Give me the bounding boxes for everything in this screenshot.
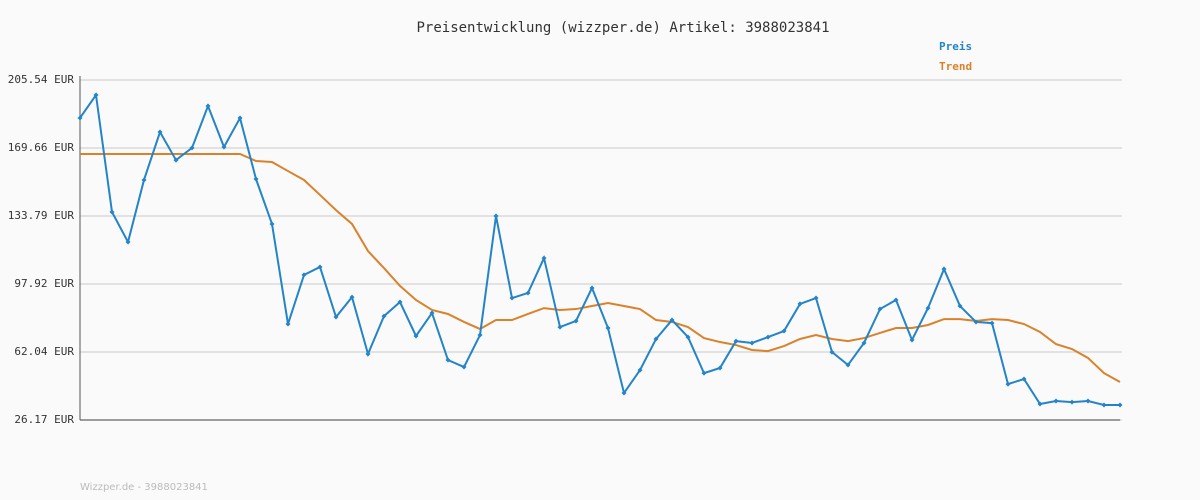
point-marker [797, 301, 803, 307]
point-marker [1101, 402, 1107, 408]
point-marker [733, 338, 739, 344]
point-marker [237, 115, 243, 121]
point-marker [781, 328, 787, 334]
point-marker [669, 317, 675, 323]
point-marker [605, 325, 611, 331]
point-marker [349, 294, 355, 300]
point-marker [589, 285, 595, 291]
point-marker [381, 313, 387, 319]
point-marker [141, 177, 147, 183]
point-marker [829, 349, 835, 355]
point-marker [461, 364, 467, 370]
series-line [79, 92, 1120, 406]
point-marker [1069, 399, 1075, 405]
point-marker [413, 333, 419, 339]
point-marker [77, 115, 83, 121]
point-marker [285, 321, 291, 327]
footer: Wizzper.de - 3988023841 [80, 482, 208, 493]
point-marker [685, 334, 691, 340]
point-marker [861, 340, 867, 346]
legend-label: Preis [939, 40, 972, 53]
point-marker [525, 290, 531, 296]
point-marker [397, 299, 403, 305]
series-line [80, 153, 1121, 383]
point-marker [1117, 402, 1123, 408]
point-marker [973, 319, 979, 325]
point-marker [1021, 376, 1027, 382]
point-marker [541, 255, 547, 261]
point-marker [1053, 398, 1059, 404]
point-marker [109, 209, 115, 215]
point-marker [509, 295, 515, 301]
point-marker [957, 303, 963, 309]
y-tick-label: 205.54 EUR [8, 73, 75, 86]
point-marker [365, 351, 371, 357]
point-marker [845, 362, 851, 368]
point-marker [813, 295, 819, 301]
point-marker [909, 337, 915, 343]
point-marker [1037, 401, 1043, 407]
point-marker [269, 221, 275, 227]
y-tick-label: 26.17 EUR [14, 413, 74, 426]
point-marker [637, 367, 643, 373]
point-marker [333, 314, 339, 320]
point-marker [941, 266, 947, 272]
point-marker [989, 320, 995, 326]
point-marker [301, 272, 307, 278]
y-tick-label: 62.04 EUR [14, 345, 74, 358]
point-marker [749, 340, 755, 346]
point-marker [877, 306, 883, 312]
point-marker [1005, 381, 1011, 387]
point-marker [221, 144, 227, 150]
point-marker [317, 264, 323, 270]
point-marker [925, 305, 931, 311]
point-marker [893, 297, 899, 303]
point-marker [493, 213, 499, 219]
point-marker [429, 310, 435, 316]
y-tick-label: 169.66 EUR [8, 141, 75, 154]
point-marker [205, 103, 211, 109]
point-marker [445, 357, 451, 363]
point-marker [157, 129, 163, 135]
point-marker [1085, 398, 1091, 404]
point-marker [173, 157, 179, 163]
point-marker [189, 145, 195, 151]
point-marker [765, 334, 771, 340]
point-marker [621, 390, 627, 396]
y-tick-label: 97.92 EUR [14, 277, 74, 290]
point-marker [573, 318, 579, 324]
y-tick-label: 133.79 EUR [8, 209, 75, 222]
point-marker [653, 336, 659, 342]
point-marker [701, 370, 707, 376]
point-marker [717, 365, 723, 371]
point-marker [253, 176, 259, 182]
chart-title: Preisentwicklung (wizzper.de) Artikel: 3… [416, 20, 829, 36]
legend-label: Trend [939, 60, 972, 73]
point-marker [557, 324, 563, 330]
point-marker [93, 92, 99, 98]
point-marker [125, 239, 131, 245]
point-marker [477, 332, 483, 338]
